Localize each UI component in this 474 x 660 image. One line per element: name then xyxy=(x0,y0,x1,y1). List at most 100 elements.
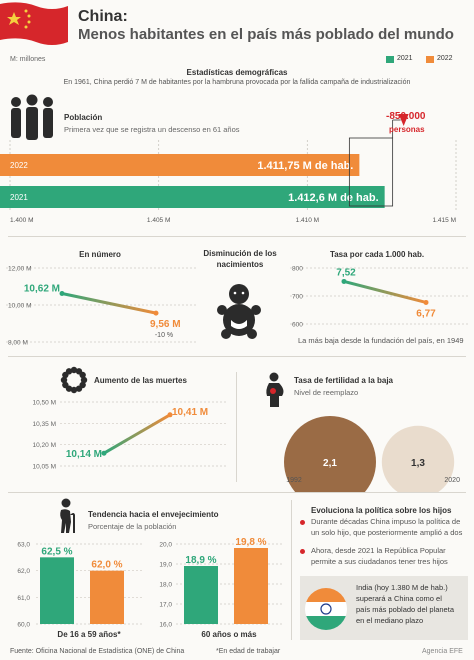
divider xyxy=(8,236,466,237)
y-tick-label: 600 xyxy=(292,322,303,329)
wreath-flower xyxy=(70,386,78,394)
y-tick-label: 10,05 M xyxy=(33,464,57,471)
series-line xyxy=(61,292,157,315)
y-tick-label: 61,0 xyxy=(17,595,30,602)
y-tick-label: 10,20 M xyxy=(33,442,57,449)
bar-2022 xyxy=(0,154,360,176)
x-tick-label: 1.415 M xyxy=(433,217,457,224)
data-point-2022 xyxy=(153,310,159,316)
wreath-flower xyxy=(75,385,83,392)
wreath-flower xyxy=(79,371,86,379)
wreath-icon xyxy=(60,366,88,394)
population-change-unit: personas xyxy=(389,125,425,134)
india-line: superará a China como el xyxy=(356,594,442,603)
baby-icon xyxy=(217,284,261,339)
data-label: 10,14 M xyxy=(66,449,102,460)
y-tick-label: 62,0 xyxy=(17,568,30,575)
india-line: India (hoy 1.380 M de hab.) xyxy=(356,583,448,592)
fertility-bubble-chart: 2,1 1992 1,3 2020 xyxy=(284,416,460,492)
population-bar-chart: 1.400 M 1.405 M 1.410 M 1.415 M 2022 1.411,75… xyxy=(0,114,457,224)
y-tick-label: 800 xyxy=(292,266,303,273)
bubble-data-label: 2,1 xyxy=(323,458,337,469)
y-tick-label: 20,0 xyxy=(159,542,172,549)
legend-label-2021: 2021 xyxy=(397,55,413,62)
y-tick-label: 17,0 xyxy=(159,602,172,609)
policy-bullet-line: permite a sus ciudadanos tener tres hijo… xyxy=(311,557,448,566)
y-tick-label: 19,0 xyxy=(159,562,172,569)
fertility-title: Tasa de fertilidad a la baja xyxy=(294,376,393,385)
x-tick-label: 1.405 M xyxy=(147,217,171,224)
bar-2022 xyxy=(90,570,124,624)
difference-bracket xyxy=(348,137,394,207)
india-line: en el mediano plazo xyxy=(356,616,424,625)
unit-note: M: millones xyxy=(10,56,46,63)
wreath-flower xyxy=(60,376,68,384)
wreath-center xyxy=(68,374,80,386)
bubble-data-label: 1,3 xyxy=(411,458,425,469)
population-change-value: -850.000 xyxy=(386,111,426,122)
bubble-category-label: 2020 xyxy=(444,477,460,484)
aging-subtitle: Porcentaje de la población xyxy=(88,522,177,531)
footnote: *En edad de trabajar xyxy=(216,648,281,655)
legend-label-2022: 2022 xyxy=(437,55,453,62)
bar-2021 xyxy=(184,566,218,624)
down-arrow-icon xyxy=(398,114,409,126)
bubble-1992 xyxy=(284,416,376,492)
demographics-title: Estadísticas demográficas xyxy=(186,68,288,77)
policy-bullet-line: Ahora, desde 2021 la República Popular xyxy=(311,546,446,555)
page-subtitle: Menos habitantes en el país más poblado … xyxy=(78,26,454,43)
legend-swatch-2021 xyxy=(386,56,394,63)
births-rate-note: La más baja desde la fundación del país,… xyxy=(298,336,464,345)
y-tick-label: 60,0 xyxy=(17,622,30,629)
wreath-flower xyxy=(65,368,73,375)
data-point-2021 xyxy=(59,291,65,297)
people-group-icon xyxy=(11,94,53,140)
source-note: Fuente: Oficina Nacional de Estadística … xyxy=(10,648,185,655)
fertility-subtitle: Nivel de reemplazo xyxy=(294,388,359,397)
divider-vertical xyxy=(291,500,292,640)
bar-data-label: 62,0 % xyxy=(91,560,122,571)
births-rate-chart: 600 700 800 7,52 6,77 xyxy=(290,266,470,329)
data-point-2021 xyxy=(101,450,107,456)
y-tick-label: 10,50 M xyxy=(33,400,57,407)
bar-data-label: 62,5 % xyxy=(41,546,72,557)
aging-bar-charts: 60,0 61,0 62,0 63,0 62,5 % 62,0 % De 16 a 59 a… xyxy=(17,537,282,639)
x-axis-label: De 16 a 59 años* xyxy=(57,630,121,639)
data-label: 7,52 xyxy=(336,267,356,278)
divider-vertical xyxy=(236,372,237,482)
bubble-category-label: 1992 xyxy=(286,477,302,484)
policy-bullet-line: Durante décadas China impuso la política… xyxy=(311,517,461,526)
data-point-2022 xyxy=(167,412,173,418)
y-tick-label: 18,0 xyxy=(159,582,172,589)
wreath-flower xyxy=(62,381,69,389)
change-annotation: -10 % xyxy=(155,332,173,339)
bar-2021 xyxy=(0,186,385,208)
bar-category-label: 2022 xyxy=(10,161,28,170)
wreath-flower xyxy=(70,366,78,374)
y-tick-label: 16,0 xyxy=(159,622,172,629)
bar-data-label: 18,9 % xyxy=(185,555,216,566)
data-label: 9,56 M xyxy=(150,319,181,330)
x-tick-label: 1.410 M xyxy=(296,217,320,224)
bullet-dot xyxy=(300,520,305,525)
india-line: país más poblado del planeta xyxy=(356,605,454,614)
births-rate-title: Tasa por cada 1.000 hab. xyxy=(329,250,425,259)
elderly-cane-icon xyxy=(60,498,75,533)
y-tick-label: 12,00 M xyxy=(8,266,32,273)
bar-2022 xyxy=(234,548,268,624)
bar-data-label: 1.412,6 M de hab. xyxy=(288,192,378,204)
births-title: Disminución de los nacimientos xyxy=(203,249,277,269)
births-count-title: En número xyxy=(79,250,121,259)
agency-credit: Agencia EFE xyxy=(422,648,463,655)
data-label: 10,62 M xyxy=(24,284,60,295)
pregnant-woman-icon xyxy=(266,372,284,407)
page-title: China: xyxy=(78,8,128,25)
y-tick-label: 10,35 M xyxy=(33,421,57,428)
data-label: 10,41 M xyxy=(172,407,208,418)
deaths-title: Aumento de las muertes xyxy=(94,376,187,385)
bubble-2020 xyxy=(381,425,455,492)
policy-title: Evoluciona la política sobre los hijos xyxy=(311,506,452,515)
bar-data-label: 1.411,75 M de hab. xyxy=(257,160,353,172)
x-axis-label: 60 años o más xyxy=(201,630,257,639)
